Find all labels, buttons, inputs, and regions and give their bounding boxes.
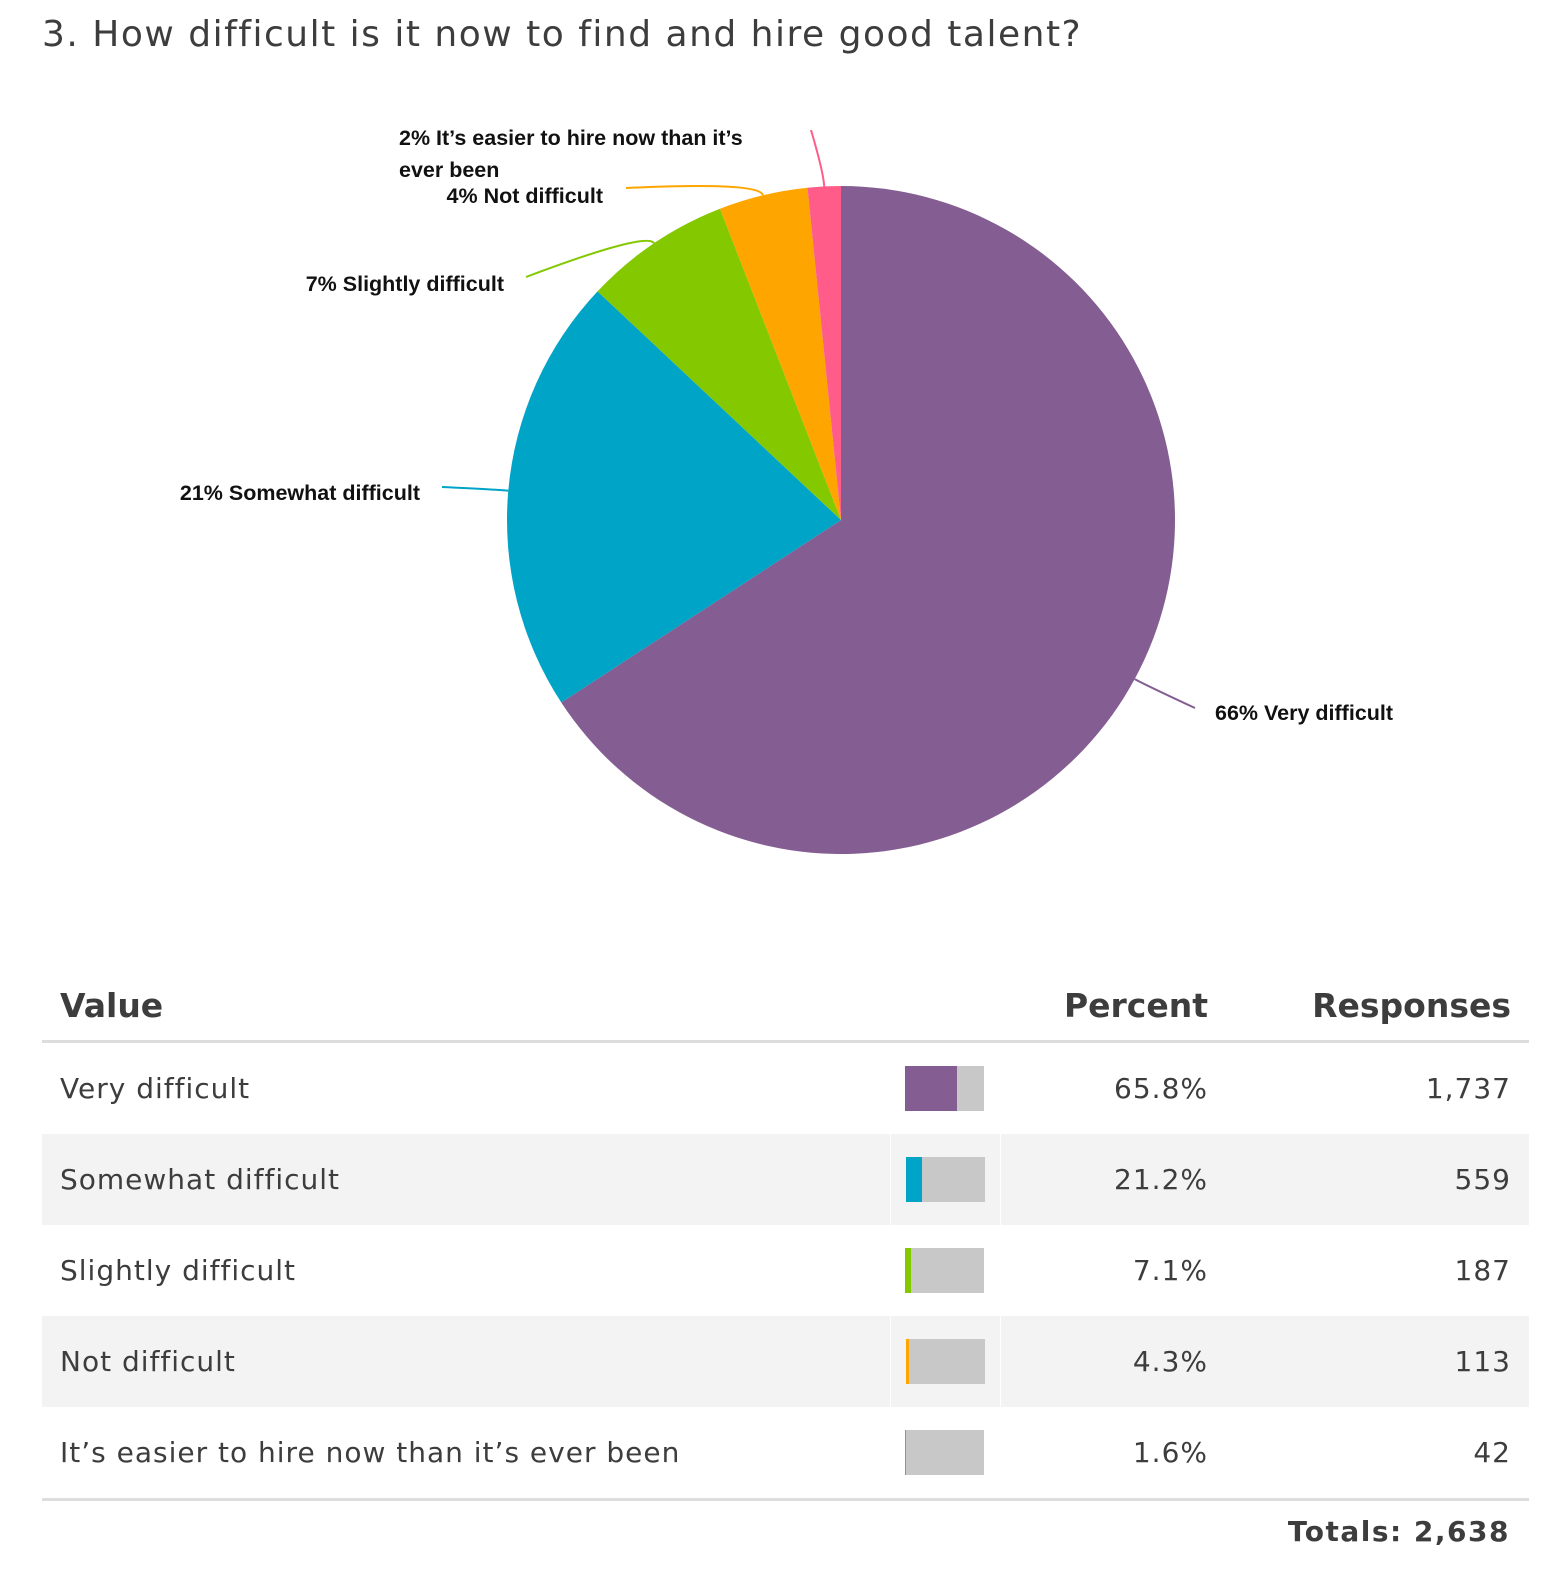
row-responses: 42	[1226, 1407, 1529, 1501]
pie-chart: 66% Very difficult 21% Somewhat difficult…	[180, 126, 1393, 854]
row-responses: 559	[1226, 1134, 1529, 1225]
pie-label: 7% Slightly difficult	[306, 272, 504, 296]
pie-leader-line	[810, 129, 826, 187]
pie-leader-line	[441, 486, 509, 492]
pie-label: 2% It’s easier to hire now than it’s ever…	[399, 126, 743, 182]
header-value: Value	[42, 970, 890, 1043]
percent-bar-track	[905, 1066, 984, 1111]
table-row: Not difficult 4.3% 113	[42, 1316, 1529, 1407]
pie-labels: 66% Very difficult 21% Somewhat difficult…	[180, 126, 1393, 725]
percent-bar-track	[905, 1157, 985, 1202]
row-percent: 7.1%	[1132, 1254, 1208, 1287]
pie-slice	[506, 291, 841, 703]
pie-slices	[506, 186, 1176, 854]
row-bar	[889, 1134, 1000, 1225]
row-bar	[890, 1225, 1000, 1316]
row-value: Somewhat difficult	[42, 1134, 890, 1225]
header-responses: Responses	[1226, 970, 1529, 1043]
row-percent: 1.6%	[1000, 1407, 1226, 1501]
table-header-row: Value Percent Responses	[42, 970, 1529, 1043]
percent-bar-fill	[905, 1248, 911, 1293]
row-percent: 65.8%	[1114, 1072, 1208, 1105]
pie-label: 66% Very difficult	[1215, 701, 1393, 725]
row-bar	[889, 1316, 1000, 1407]
pie-leader-line	[625, 184, 764, 196]
totals-text: Totals: 2,638	[1287, 1515, 1510, 1548]
percent-bar-track	[905, 1430, 984, 1475]
pie-leader-line	[525, 239, 655, 278]
pie-label: 21% Somewhat difficult	[180, 481, 420, 505]
percent-bar-fill	[905, 1430, 907, 1475]
row-bar	[890, 1042, 1000, 1135]
row-responses: 1,737	[1425, 1072, 1511, 1105]
percent-bar-fill	[905, 1157, 923, 1202]
row-value: Very difficult	[60, 1072, 251, 1105]
table-row: It’s easier to hire now than it’s ever b…	[42, 1407, 1529, 1501]
percent-bar-track	[905, 1339, 985, 1384]
row-percent: 4.3%	[999, 1316, 1226, 1407]
row-value: Slightly difficult	[60, 1254, 297, 1287]
pie-leader-lines	[441, 129, 1196, 709]
row-responses: 187	[1454, 1254, 1511, 1287]
pie-slice	[807, 186, 841, 520]
pie-slice	[720, 187, 841, 520]
header-bar	[890, 970, 1000, 1043]
header-percent: Percent	[1000, 970, 1226, 1043]
pie-slice	[597, 208, 841, 520]
row-responses: 113	[1226, 1316, 1529, 1407]
pie-label: 4% Not difficult	[447, 184, 603, 208]
percent-bar-track	[905, 1248, 984, 1293]
row-value: Not difficult	[42, 1316, 890, 1407]
table-row: Very difficult 65.8% 1,737	[42, 1042, 1529, 1135]
row-value: It’s easier to hire now than it’s ever b…	[42, 1407, 890, 1501]
pie-leader-line	[1134, 678, 1196, 709]
results-table: Value Percent Responses Very difficult 65…	[42, 970, 1529, 1501]
row-bar	[890, 1407, 1000, 1501]
question-title: 3. How difficult is it now to find and h…	[42, 14, 1083, 55]
pie-slice	[561, 186, 1176, 854]
percent-bar-fill	[905, 1339, 909, 1384]
table-row: Slightly difficult 7.1% 187	[42, 1225, 1529, 1316]
table-row: Somewhat difficult 21.2% 559	[42, 1134, 1529, 1225]
percent-bar-fill	[905, 1066, 957, 1111]
row-percent: 21.2%	[999, 1134, 1226, 1225]
